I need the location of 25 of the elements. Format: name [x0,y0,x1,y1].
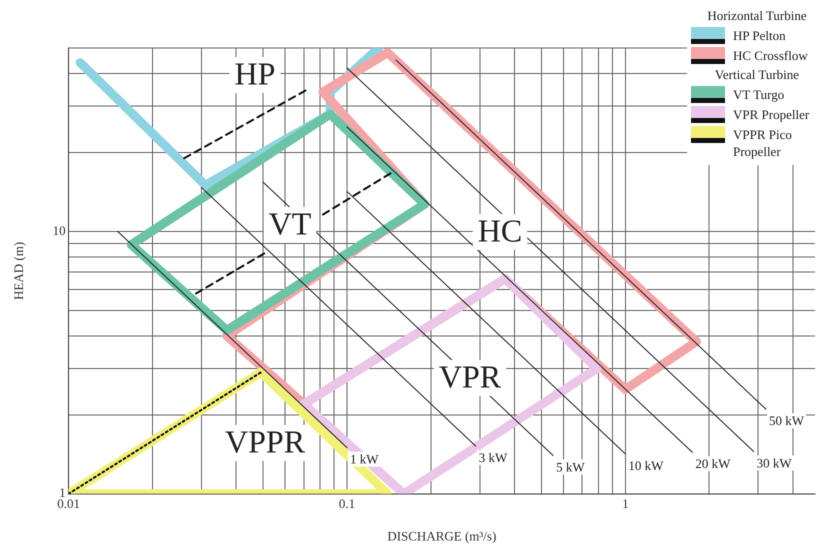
legend-label: VPPR Pico Propeller [733,126,793,160]
legend-label: VT Turgo [733,86,784,103]
x-tick-label: 1 [622,496,629,512]
series-label: 3 kW [478,450,508,466]
series-label: 10 kW [628,458,664,473]
legend-label: HP Pelton [733,27,786,44]
x-tick-label: 0.01 [57,496,80,512]
annotation: HP [234,55,276,92]
y-axis-title: HEAD (m) [11,242,26,300]
x-tick-label: 0.1 [338,496,356,512]
annotation: VT [268,205,312,242]
annotation: Vertical Turbine [714,67,800,83]
series-label: 1 kW [350,452,380,467]
series-label: 5 kW [556,459,586,474]
legend-label: VPR Propeller [733,106,810,123]
annotation: VPR [438,358,502,394]
series-label: 20 kW [695,456,732,472]
y-tick-label: 10 [52,222,66,238]
annotation: HC [478,212,522,248]
legend-label: HC Crossflow [733,47,808,64]
annotation: VPPR [224,423,306,460]
series-label: 50 kW [768,413,805,428]
series-label: 30 kW [756,455,792,470]
x-axis-title: DISCHARGE (m³/s) [387,528,496,544]
legend-title: Horizontal Turbine [706,8,808,24]
